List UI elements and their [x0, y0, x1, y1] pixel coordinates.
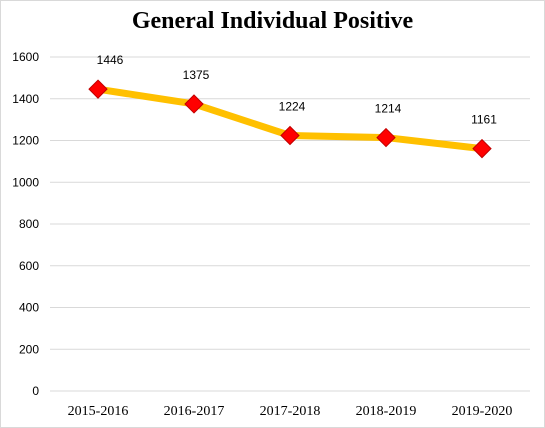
x-tick-label: 2019-2020	[452, 404, 513, 419]
data-point-marker	[472, 138, 492, 159]
y-tick-label: 1400	[12, 92, 39, 106]
data-point-marker	[88, 79, 108, 99]
y-tick-label: 600	[19, 259, 39, 273]
data-point-marker	[184, 94, 204, 114]
data-label: 1446	[97, 53, 124, 67]
x-tick-label: 2016-2017	[164, 404, 225, 419]
x-tick-label: 2017-2018	[260, 404, 321, 419]
x-tick-label: 2018-2019	[356, 404, 417, 419]
data-label: 1214	[375, 102, 402, 116]
y-tick-label: 1200	[12, 134, 39, 148]
data-point-marker	[280, 125, 300, 146]
y-tick-label: 800	[19, 217, 39, 231]
data-label: 1224	[279, 99, 306, 113]
x-tick-label: 2015-2016	[68, 404, 129, 419]
data-label: 1161	[471, 113, 497, 127]
data-label: 1375	[183, 68, 210, 82]
y-tick-label: 1600	[12, 50, 39, 64]
y-tick-label: 400	[19, 301, 39, 315]
y-tick-label: 1000	[12, 175, 39, 189]
y-tick-label: 200	[19, 342, 39, 356]
y-tick-label: 0	[32, 384, 39, 398]
chart-title: General Individual Positive	[131, 8, 414, 34]
data-point-marker	[376, 127, 396, 148]
